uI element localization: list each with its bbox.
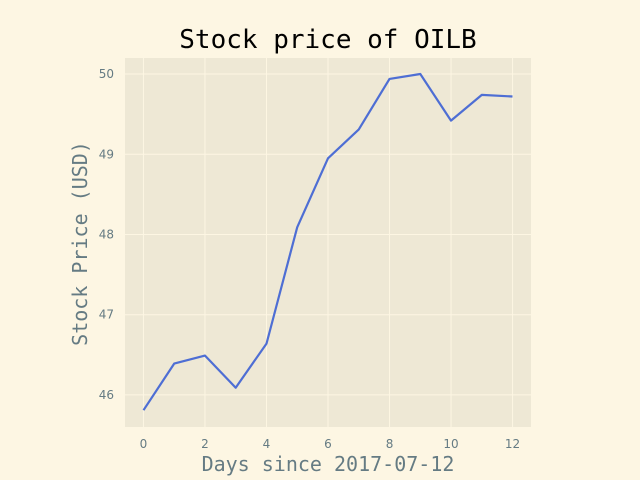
series-line xyxy=(142,72,513,411)
x-axis-label: Days since 2017-07-12 xyxy=(202,452,455,476)
x-tick-label: 4 xyxy=(263,437,271,451)
y-tick-label: 47 xyxy=(99,308,114,322)
chart-title: Stock price of OILB xyxy=(179,25,476,55)
y-axis-label: Stock Price (USD) xyxy=(68,141,92,346)
y-tick-label: 50 xyxy=(99,67,114,81)
series-layer xyxy=(142,72,513,411)
y-tick-label: 46 xyxy=(99,388,114,402)
x-tick-label: 8 xyxy=(386,437,394,451)
x-tick-label: 12 xyxy=(505,437,520,451)
x-tick-label: 6 xyxy=(324,437,332,451)
x-tick-label: 10 xyxy=(443,437,458,451)
x-tick-label: 0 xyxy=(140,437,148,451)
x-tick-label: 2 xyxy=(201,437,209,451)
y-tick-label: 48 xyxy=(99,227,114,241)
y-tick-label: 49 xyxy=(99,147,114,161)
grid-lines xyxy=(125,58,531,427)
